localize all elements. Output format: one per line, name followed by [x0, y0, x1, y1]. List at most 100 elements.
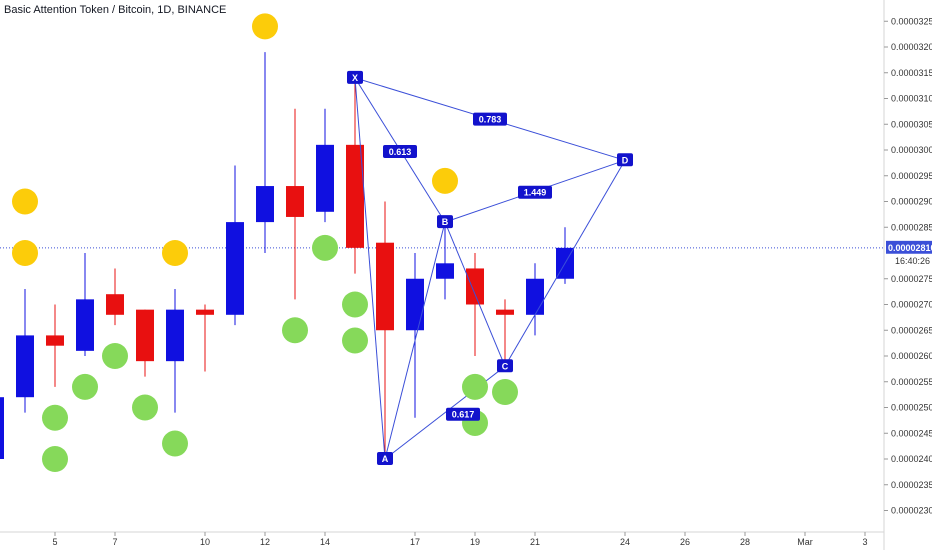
candle-bullish[interactable]: [0, 392, 4, 459]
time-axis[interactable]: 5 7 10 12 14 17 19 21 24 26 28 Mar 3: [52, 532, 868, 547]
candle-bearish[interactable]: [376, 201, 394, 460]
time-tick-label: 12: [260, 537, 270, 547]
time-tick-label: 26: [680, 537, 690, 547]
green-signal-dot: [162, 430, 188, 457]
pattern-point-label[interactable]: A: [377, 452, 393, 465]
candle-bearish[interactable]: [466, 253, 484, 356]
pattern-point-label[interactable]: C: [497, 359, 513, 373]
green-signal-dot: [102, 343, 128, 369]
time-tick-label: 5: [52, 537, 57, 547]
pattern-point-text: X: [352, 73, 358, 83]
yellow-signal-dot: [252, 13, 278, 40]
current-price-box: [886, 240, 932, 254]
candle-bullish[interactable]: [406, 253, 424, 418]
plot-area[interactable]: X A B C D 0.613 0.783 1.449 0.617: [0, 13, 884, 472]
candle-bullish[interactable]: [556, 227, 574, 284]
candle-body: [466, 268, 484, 305]
time-tick-label: 21: [530, 537, 540, 547]
pattern-point-box: [347, 70, 363, 84]
pattern-ratio-label[interactable]: 0.617: [446, 407, 480, 421]
pattern-point-text: D: [622, 155, 629, 165]
pattern-ratio-box: [383, 145, 417, 159]
candle-body: [376, 242, 394, 331]
pattern-ratio-text: 0.617: [452, 410, 475, 420]
time-tick-label: 3: [862, 537, 867, 547]
green-signal-dot: [312, 234, 338, 261]
candle-body: [196, 309, 214, 315]
candle-body: [46, 335, 64, 346]
candle-bullish[interactable]: [226, 165, 244, 326]
candle-body: [16, 335, 34, 398]
pattern-ratio-text: 0.783: [479, 115, 502, 125]
candle-body: [286, 186, 304, 217]
candle-bearish[interactable]: [136, 309, 154, 377]
time-tick-label: 14: [320, 537, 330, 547]
candle-bearish[interactable]: [496, 299, 514, 367]
green-signal-dot: [342, 327, 368, 354]
pattern-point-box: [497, 359, 513, 373]
pattern-ratio-box: [446, 407, 480, 421]
candle-body: [496, 309, 514, 315]
candle-bullish[interactable]: [166, 289, 184, 413]
candle-body: [136, 309, 154, 362]
green-signal-dot: [462, 373, 488, 400]
time-tick-label: Mar: [797, 537, 813, 547]
candle-bearish[interactable]: [346, 77, 364, 274]
candle-bearish[interactable]: [46, 304, 64, 387]
candle-bearish[interactable]: [196, 304, 214, 372]
candle-body: [226, 222, 244, 315]
candle-bearish[interactable]: [106, 268, 124, 326]
candle-bearish[interactable]: [286, 108, 304, 300]
pattern-point-text: A: [382, 454, 389, 464]
chart-title: Basic Attention Token / Bitcoin, 1D, BIN…: [4, 4, 227, 16]
candle-bullish[interactable]: [526, 263, 544, 336]
pattern-point-box: [377, 452, 393, 465]
green-signal-dot: [342, 291, 368, 318]
pattern-line-ac: [384, 365, 506, 460]
candle-bullish[interactable]: [76, 253, 94, 356]
pattern-ratio-label[interactable]: 1.449: [518, 185, 552, 199]
candle-body: [526, 278, 544, 315]
yellow-signal-dot: [12, 240, 38, 266]
candle-body: [406, 278, 424, 331]
candle-body: [106, 294, 124, 315]
green-signal-dot: [72, 373, 98, 400]
pattern-ratio-label[interactable]: 0.783: [473, 112, 507, 126]
candle-bullish[interactable]: [316, 108, 334, 223]
pattern-point-label[interactable]: B: [437, 215, 453, 229]
time-tick-label: 17: [410, 537, 420, 547]
pattern-ratio-text: 0.613: [389, 147, 412, 157]
candle-bullish[interactable]: [16, 289, 34, 413]
candle-bullish[interactable]: [256, 52, 274, 253]
pattern-point-text: C: [502, 361, 509, 371]
pattern-line-cd: [504, 160, 626, 367]
time-tick-label: 24: [620, 537, 630, 547]
pattern-ratio-label[interactable]: 0.613: [383, 145, 417, 159]
time-tick-label: 19: [470, 537, 480, 547]
candle-body: [166, 309, 184, 362]
pattern-point-label[interactable]: X: [347, 70, 363, 84]
countdown-box: [886, 253, 932, 267]
green-signal-dot: [132, 394, 158, 421]
current-price-text: 0.00002810: [888, 243, 932, 253]
candle-bullish[interactable]: [436, 222, 454, 300]
time-tick-label: 28: [740, 537, 750, 547]
candle-body: [76, 299, 94, 351]
pattern-point-label[interactable]: D: [617, 153, 633, 167]
